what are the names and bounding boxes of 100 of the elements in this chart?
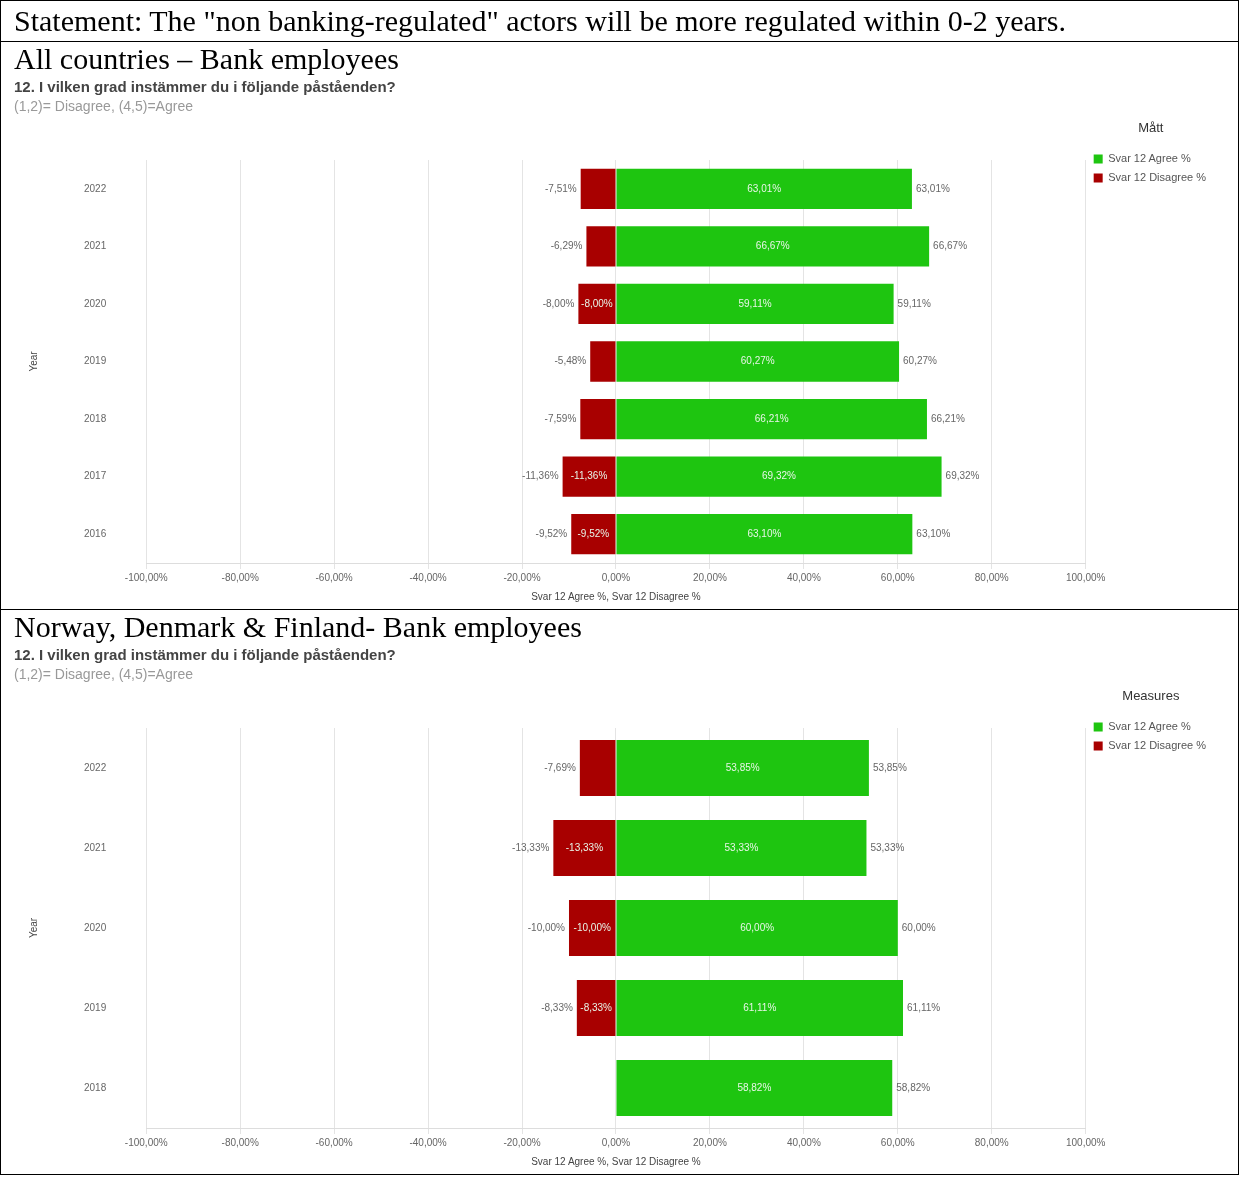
data-label: -9,52% xyxy=(577,527,610,539)
legend-label: Svar 12 Disagree % xyxy=(1108,739,1207,752)
bar xyxy=(590,341,616,382)
text: 69,32% xyxy=(762,470,796,482)
chart-title: All countries – Bank employees xyxy=(14,42,400,76)
bar xyxy=(571,514,616,555)
legend-label: Svar 12 Agree % xyxy=(1108,152,1191,165)
y-tick-label: 2020 xyxy=(84,297,107,309)
x-tick-label: -40,00% xyxy=(409,571,447,583)
data-label: -13,33% xyxy=(565,841,604,853)
bar xyxy=(580,168,616,209)
bar xyxy=(616,1060,893,1116)
x-tick-label: -80,00% xyxy=(221,571,259,583)
legend-label: Svar 12 Disagree % xyxy=(1108,171,1207,184)
x-tick-label: 80,00% xyxy=(974,571,1009,583)
text: 59,11% xyxy=(738,297,772,309)
y-tick-label: 2021 xyxy=(84,240,107,252)
y-tick-label: 2017 xyxy=(84,470,107,482)
x-axis-title: Svar 12 Agree %, Svar 12 Disagree % xyxy=(531,1155,701,1167)
data-label: 69,32% xyxy=(945,470,980,482)
data-label: 61,11% xyxy=(907,1001,941,1013)
text: -9,52% xyxy=(535,527,568,539)
x-tick-label: -20,00% xyxy=(503,1136,541,1148)
bar xyxy=(616,226,930,267)
x-tick-label: 100,00% xyxy=(1065,1136,1106,1148)
text: 60,00% xyxy=(740,921,775,933)
x-tick-label: 0,00% xyxy=(601,571,631,583)
bar xyxy=(576,980,616,1036)
data-label: 66,67% xyxy=(933,240,968,252)
data-label: 63,01% xyxy=(915,182,950,194)
text: 63,10% xyxy=(747,527,782,539)
data-label: -8,00% xyxy=(581,297,613,309)
legend-title: Mått xyxy=(1138,120,1164,136)
data-label: 58,82% xyxy=(896,1081,931,1093)
text: -13,33% xyxy=(512,841,550,853)
x-tick-label: -80,00% xyxy=(221,1136,259,1148)
x-tick-label: 0,00% xyxy=(601,1136,631,1148)
bar xyxy=(579,740,616,796)
x-axis-title: Svar 12 Agree %, Svar 12 Disagree % xyxy=(531,590,701,602)
y-tick-label: 2020 xyxy=(84,921,107,933)
text: -10,00% xyxy=(527,921,565,933)
y-axis-title: Year xyxy=(27,917,39,939)
bar xyxy=(616,820,867,876)
y-tick-label: 2022 xyxy=(84,182,107,194)
chart-subtitle: 12. I vilken grad instämmer du i följande påståenden? xyxy=(14,78,397,95)
x-tick-label: -60,00% xyxy=(315,571,353,583)
data-label: 53,85% xyxy=(872,761,907,773)
text: 53,85% xyxy=(725,761,760,773)
data-label: 63,10% xyxy=(916,527,951,539)
bar xyxy=(616,341,900,382)
x-tick-label: -100,00% xyxy=(124,571,168,583)
text: 61,11% xyxy=(743,1001,777,1013)
bar xyxy=(553,820,616,876)
data-label: 59,11% xyxy=(897,297,931,309)
x-tick-label: -100,00% xyxy=(124,1136,168,1148)
text: 66,67% xyxy=(755,240,790,252)
data-label: -7,69% xyxy=(544,761,576,773)
data-label: 53,33% xyxy=(870,841,905,853)
y-tick-label: 2021 xyxy=(84,841,107,853)
text: 66,21% xyxy=(754,412,789,424)
x-tick-label: -60,00% xyxy=(315,1136,353,1148)
data-label: -7,59% xyxy=(544,412,577,424)
y-tick-label: 2016 xyxy=(84,527,107,539)
text: 63,01% xyxy=(747,182,782,194)
y-tick-label: 2019 xyxy=(84,355,107,367)
y-tick-label: 2022 xyxy=(84,761,107,773)
x-tick-label: 40,00% xyxy=(786,1136,821,1148)
x-tick-label: 20,00% xyxy=(692,1136,727,1148)
y-tick-label: 2018 xyxy=(84,1081,107,1093)
y-axis-title: Year xyxy=(27,350,39,372)
text: (1,2)= Disagree, (4,5)=Agree xyxy=(14,666,194,682)
bar xyxy=(616,900,898,956)
x-tick-label: -20,00% xyxy=(503,571,541,583)
text: 53,33% xyxy=(724,841,759,853)
bar xyxy=(616,456,942,497)
data-label: 66,21% xyxy=(930,412,965,424)
bar xyxy=(616,168,912,209)
y-tick-label: 2019 xyxy=(84,1001,107,1013)
legend-title: Measures xyxy=(1122,688,1180,704)
text: -8,33% xyxy=(541,1001,573,1013)
x-tick-label: -40,00% xyxy=(409,1136,447,1148)
bar xyxy=(616,514,913,555)
data-label: -8,33% xyxy=(580,1001,613,1013)
chart-title: Norway, Denmark & Finland- Bank employees xyxy=(14,610,583,644)
bar xyxy=(568,900,616,956)
x-tick-label: 20,00% xyxy=(692,571,727,583)
bar xyxy=(616,980,903,1036)
text: (1,2)= Disagree, (4,5)=Agree xyxy=(14,98,194,114)
x-tick-label: 60,00% xyxy=(880,1136,915,1148)
data-label: -6,29% xyxy=(550,240,583,252)
bar xyxy=(616,740,869,796)
bar xyxy=(586,226,616,267)
data-label: -5,48% xyxy=(554,355,587,367)
data-label: -7,51% xyxy=(545,182,577,194)
data-label: -11,36% xyxy=(570,470,608,482)
text: -11,36% xyxy=(522,470,559,482)
data-label: 60,27% xyxy=(903,355,938,367)
bar xyxy=(616,398,927,440)
data-label: -10,00% xyxy=(573,921,611,933)
chart-subtitle: 12. I vilken grad instämmer du i följande påståenden? xyxy=(14,646,397,663)
